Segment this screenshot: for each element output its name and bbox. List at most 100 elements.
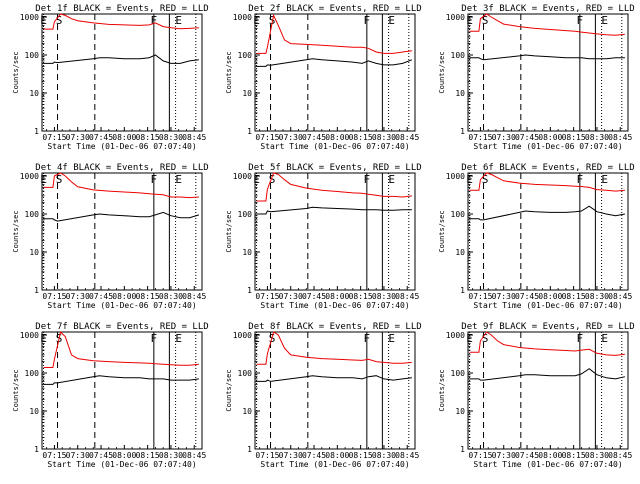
lld-series-line <box>469 13 625 36</box>
marker-label: E <box>253 332 260 345</box>
marker-label: E <box>466 332 473 345</box>
events-series-line <box>43 375 199 385</box>
x-tick-label: 08:00 <box>538 451 562 460</box>
plot-frame <box>254 172 416 291</box>
marker-label: E <box>388 14 395 27</box>
x-tick-label: 07:15 <box>42 451 66 460</box>
x-tick-label: 07:15 <box>468 133 492 142</box>
y-tick-label: 10 <box>242 248 252 257</box>
marker-label: F <box>151 14 158 27</box>
marker-label: E <box>388 173 395 186</box>
x-tick-label: 07:45 <box>302 451 326 460</box>
events-series-line <box>256 375 412 382</box>
x-tick-label: 08:15 <box>349 451 373 460</box>
panel-3: Det 3f BLACK = Events, RED = LLD 1 10 100 10… <box>438 4 635 151</box>
marker-label: S <box>269 14 276 27</box>
y-axis-label: Counts/sec <box>225 369 233 411</box>
panel-4: Det 4f BLACK = Events, RED = LLD 1 10 100 10… <box>12 163 209 310</box>
x-tick-label: 07:45 <box>89 451 113 460</box>
y-tick-label: 1000 <box>446 331 465 340</box>
marker-label: E <box>466 173 473 186</box>
x-tick-label: 08:00 <box>325 292 349 301</box>
y-tick-label: 1 <box>34 127 39 136</box>
y-tick-label: 100 <box>25 369 40 378</box>
x-tick-label: 07:45 <box>515 133 539 142</box>
panel-title: Det 7f BLACK = Events, RED = LLD <box>35 322 208 332</box>
y-tick-label: 10 <box>242 89 252 98</box>
y-tick-label: 10 <box>455 89 465 98</box>
x-axis-label: Start Time (01-Dec-06 07:07:40) <box>47 142 196 151</box>
marker-label: E <box>466 14 473 27</box>
x-tick-label: 07:15 <box>42 292 66 301</box>
x-tick-label: 08:45 <box>395 451 419 460</box>
y-tick-label: 1000 <box>446 13 465 22</box>
x-tick-label: 07:45 <box>89 133 113 142</box>
panel-title: Det 2f BLACK = Events, RED = LLD <box>248 4 421 14</box>
x-tick-label: 07:15 <box>255 133 279 142</box>
y-tick-label: 100 <box>238 51 253 60</box>
marker-label: F <box>151 332 158 345</box>
x-tick-label: 08:00 <box>325 451 349 460</box>
x-tick-label: 08:00 <box>112 451 136 460</box>
x-tick-label: 07:45 <box>302 133 326 142</box>
marker-label: E <box>175 173 182 186</box>
x-axis-label: Start Time (01-Dec-06 07:07:40) <box>260 142 409 151</box>
plot-frame <box>41 13 203 132</box>
marker-label: S <box>56 173 63 186</box>
panel-title: Det 6f BLACK = Events, RED = LLD <box>461 163 634 173</box>
y-tick-label: 1 <box>34 445 39 454</box>
x-axis-label: Start Time (01-Dec-06 07:07:40) <box>260 301 409 310</box>
events-series-line <box>43 54 199 64</box>
y-axis-label: Counts/sec <box>12 369 20 411</box>
x-tick-label: 07:45 <box>302 292 326 301</box>
marker-label: S <box>482 173 489 186</box>
x-tick-label: 08:00 <box>538 292 562 301</box>
lld-series-line <box>469 172 625 192</box>
y-tick-label: 1000 <box>233 331 252 340</box>
y-tick-label: 1000 <box>446 172 465 181</box>
x-tick-label: 07:30 <box>66 133 90 142</box>
marker-label: E <box>175 332 182 345</box>
y-axis-label: Counts/sec <box>225 210 233 252</box>
y-tick-label: 1 <box>460 445 465 454</box>
marker-label: E <box>40 173 47 186</box>
lld-series-line <box>256 331 412 365</box>
marker-label: E <box>601 14 608 27</box>
x-tick-label: 08:45 <box>182 451 206 460</box>
y-tick-label: 100 <box>25 51 40 60</box>
x-tick-label: 08:30 <box>585 451 609 460</box>
plot-frame <box>254 13 416 132</box>
x-tick-label: 07:15 <box>468 292 492 301</box>
x-tick-label: 08:00 <box>538 133 562 142</box>
lld-series-line <box>43 13 199 30</box>
x-tick-label: 08:00 <box>112 133 136 142</box>
marker-label: F <box>364 14 371 27</box>
x-tick-label: 08:30 <box>159 133 183 142</box>
marker-label: E <box>40 14 47 27</box>
y-axis-label: Counts/sec <box>438 51 446 93</box>
marker-label: E <box>253 173 260 186</box>
x-tick-label: 07:30 <box>492 451 516 460</box>
x-tick-label: 08:15 <box>562 292 586 301</box>
x-tick-label: 08:30 <box>159 451 183 460</box>
x-tick-label: 08:45 <box>182 133 206 142</box>
events-series-line <box>43 211 200 222</box>
panel-6: Det 6f BLACK = Events, RED = LLD 1 10 100 10… <box>438 163 635 310</box>
x-tick-label: 07:30 <box>66 292 90 301</box>
x-tick-label: 08:45 <box>608 292 632 301</box>
x-tick-label: 07:30 <box>279 451 303 460</box>
y-axis-label: Counts/sec <box>225 51 233 93</box>
marker-label: F <box>577 14 584 27</box>
x-axis-label: Start Time (01-Dec-06 07:07:40) <box>473 142 622 151</box>
x-tick-label: 08:15 <box>562 133 586 142</box>
x-tick-label: 08:15 <box>136 133 160 142</box>
x-tick-label: 08:45 <box>395 133 419 142</box>
events-series-line <box>469 205 625 221</box>
y-tick-label: 1000 <box>233 13 252 22</box>
x-tick-label: 08:45 <box>608 133 632 142</box>
panel-title: Det 9f BLACK = Events, RED = LLD <box>461 322 634 332</box>
y-tick-label: 1 <box>460 286 465 295</box>
lld-series-line <box>256 13 412 54</box>
marker-label: F <box>151 173 158 186</box>
